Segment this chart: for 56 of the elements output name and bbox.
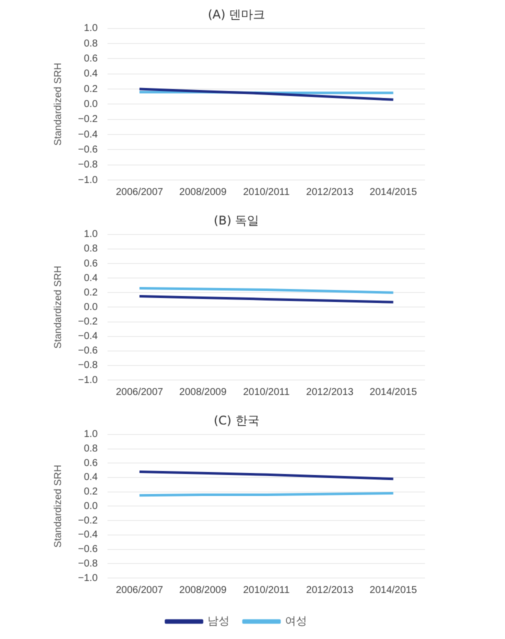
y-tick-label: −1.0 <box>78 572 98 584</box>
y-tick-label: 1.0 <box>84 23 98 34</box>
y-tick-label: 0.0 <box>84 500 98 512</box>
x-tick-label: 2006/2007 <box>116 584 164 596</box>
y-tick-label: −0.2 <box>78 515 98 526</box>
y-tick-label: 0.8 <box>84 444 98 455</box>
y-tick-label: −0.6 <box>78 144 98 156</box>
x-tick-label: 2012/2013 <box>306 386 354 398</box>
x-tick-label: 2010/2011 <box>243 186 290 198</box>
y-tick-label: 0.4 <box>84 272 98 284</box>
y-tick-label: 0.4 <box>84 68 98 80</box>
y-tick-label: −1.0 <box>78 374 98 386</box>
y-tick-label: −0.6 <box>78 346 98 357</box>
y-tick-label: 0.2 <box>84 84 98 95</box>
x-tick-label: 2014/2015 <box>370 386 418 398</box>
x-tick-label: 2014/2015 <box>370 186 418 198</box>
chart-title: (B) 독일 <box>214 213 260 228</box>
x-tick-label: 2014/2015 <box>370 584 418 596</box>
y-tick-label: −0.8 <box>78 360 98 372</box>
y-tick-label: 0.0 <box>84 98 98 110</box>
y-tick-label: 0.6 <box>84 258 98 270</box>
legend-label: 여성 <box>285 614 307 628</box>
y-tick-label: −0.6 <box>78 544 98 556</box>
y-tick-label: 0.8 <box>84 244 98 255</box>
x-tick-label: 2012/2013 <box>306 186 354 198</box>
y-tick-label: 0.6 <box>84 458 98 469</box>
y-axis-title: Standardized SRH <box>52 464 64 548</box>
y-tick-label: 1.0 <box>84 229 98 240</box>
x-tick-label: 2008/2009 <box>179 584 227 596</box>
x-tick-label: 2006/2007 <box>116 386 164 398</box>
y-axis-title: Standardized SRH <box>52 266 64 349</box>
y-tick-label: −0.8 <box>78 160 98 171</box>
y-tick-label: 0.0 <box>84 302 98 313</box>
chart-title: (C) 한국 <box>214 413 260 428</box>
y-tick-label: −0.4 <box>78 129 98 140</box>
x-tick-label: 2010/2011 <box>243 584 290 596</box>
y-tick-label: 0.4 <box>84 472 98 484</box>
x-tick-label: 2012/2013 <box>306 584 354 596</box>
y-tick-label: −0.2 <box>78 316 98 328</box>
y-tick-label: −0.4 <box>78 331 98 342</box>
x-tick-label: 2006/2007 <box>116 186 164 198</box>
y-tick-label: 0.8 <box>84 38 98 50</box>
y-tick-label: 0.6 <box>84 53 98 64</box>
y-tick-label: −0.8 <box>78 558 98 570</box>
y-axis-title: Standardized SRH <box>52 62 64 146</box>
y-tick-label: 0.2 <box>84 287 98 298</box>
y-tick-label: 0.2 <box>84 486 98 498</box>
x-tick-label: 2008/2009 <box>179 386 227 398</box>
legend-label: 남성 <box>208 614 230 628</box>
y-tick-label: −0.4 <box>78 530 98 541</box>
y-tick-label: −0.2 <box>78 114 98 126</box>
chart-title: (A) 덴마크 <box>208 7 266 22</box>
y-tick-label: 1.0 <box>84 429 98 440</box>
x-tick-label: 2008/2009 <box>179 186 227 198</box>
y-tick-label: −1.0 <box>78 174 98 186</box>
x-tick-label: 2010/2011 <box>243 386 290 398</box>
